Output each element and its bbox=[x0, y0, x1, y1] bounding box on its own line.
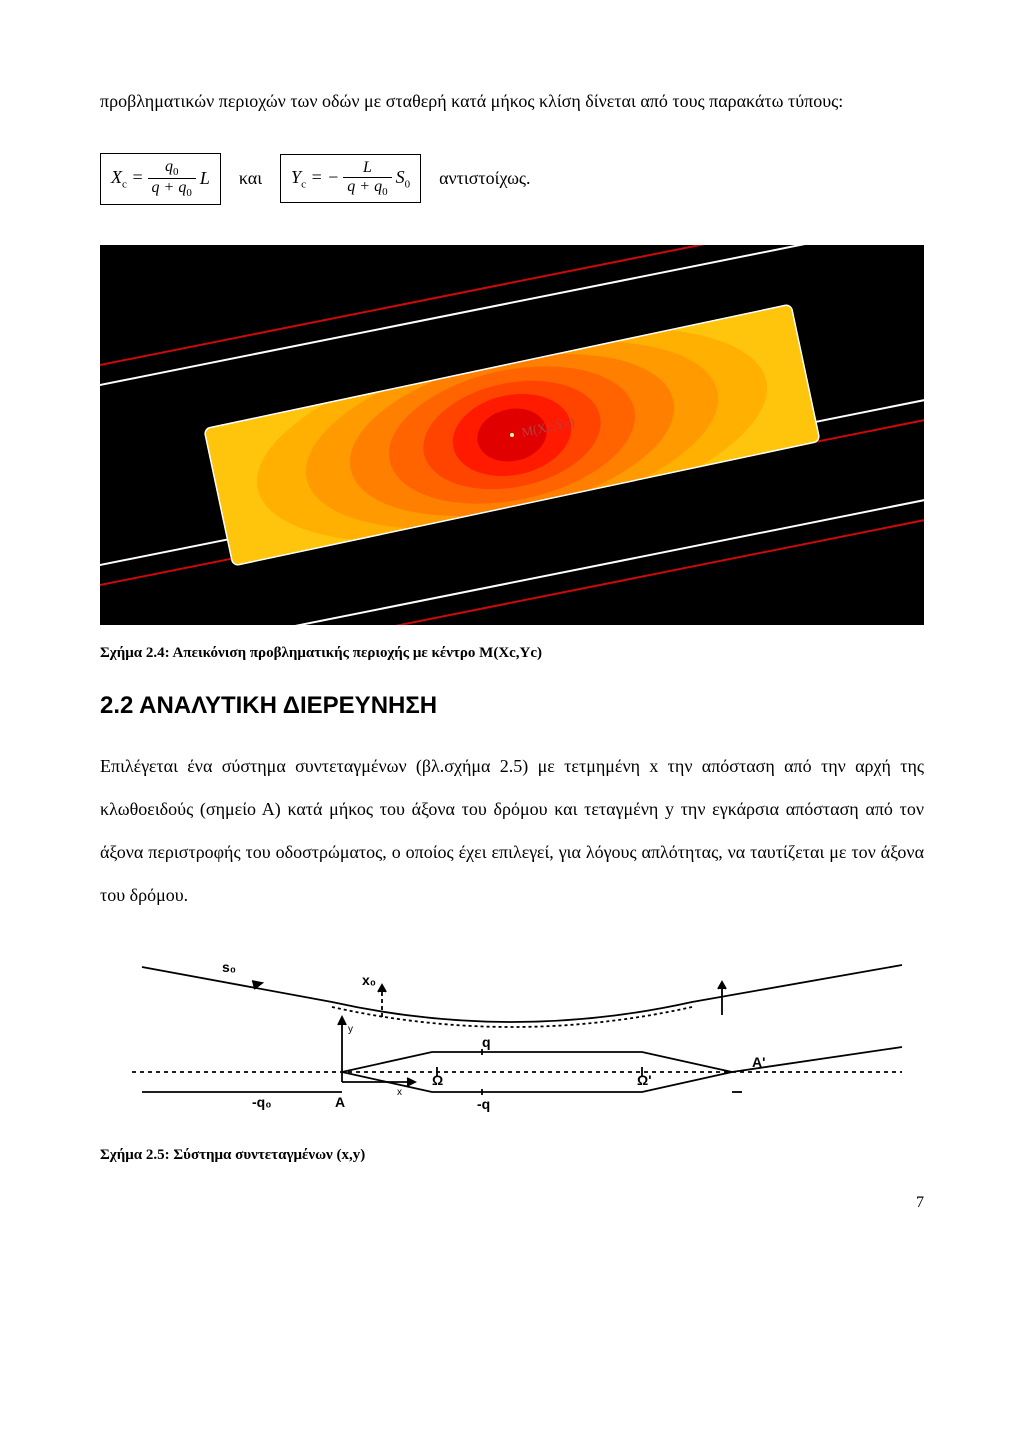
yc-fraction: L q + q0 bbox=[343, 159, 391, 198]
svg-text:y: y bbox=[348, 1024, 353, 1035]
svg-text:Ω: Ω bbox=[432, 1072, 443, 1088]
figure-2-4: M(Xc,Yc) bbox=[100, 245, 924, 625]
svg-text:x₀: x₀ bbox=[362, 972, 376, 988]
svg-text:-q₀: -q₀ bbox=[252, 1094, 272, 1110]
svg-text:s₀: s₀ bbox=[222, 959, 236, 975]
formula-xc: Xc = q0 q + q0 L bbox=[100, 153, 221, 204]
formula-row: Xc = q0 q + q0 L και Yc = − L q + q0 S0 … bbox=[100, 153, 924, 204]
xc-fraction: q0 q + q0 bbox=[148, 158, 196, 199]
svg-text:A: A bbox=[335, 1094, 345, 1110]
svg-text:-q: -q bbox=[477, 1096, 490, 1112]
xc-tail: L bbox=[200, 168, 210, 189]
section-title-2-2: 2.2 ΑΝΑΛΥΤΙΚΗ ΔΙΕΡΕΥΝΗΣΗ bbox=[100, 692, 924, 720]
figure-2-5-svg: s₀ x₀ y x q -q bbox=[100, 947, 924, 1127]
figure-2-5: s₀ x₀ y x q -q bbox=[100, 947, 924, 1127]
figure-2-4-svg: M(Xc,Yc) bbox=[100, 245, 924, 625]
yc-tail: S0 bbox=[396, 167, 411, 191]
svg-text:q: q bbox=[482, 1034, 491, 1050]
page-number: 7 bbox=[100, 1194, 924, 1212]
caption-2-4: Σχήμα 2.4: Απεικόνιση προβληματικής περι… bbox=[100, 645, 924, 662]
connector-and: και bbox=[239, 168, 262, 189]
intro-paragraph: προβληματικών περιοχών των οδών με σταθε… bbox=[100, 80, 924, 123]
xc-lhs: Xc = bbox=[111, 167, 144, 191]
caption-2-5: Σχήμα 2.5: Σύστημα συντεταγμένων (x,y) bbox=[100, 1147, 924, 1164]
formula-after: αντιστοίχως. bbox=[439, 168, 531, 189]
svg-text:Ω': Ω' bbox=[637, 1072, 652, 1088]
svg-text:x: x bbox=[397, 1087, 402, 1098]
body-paragraph: Επιλέγεται ένα σύστημα συντεταγμένων (βλ… bbox=[100, 745, 924, 918]
formula-yc: Yc = − L q + q0 S0 bbox=[280, 154, 421, 203]
yc-lhs: Yc = − bbox=[291, 167, 339, 191]
